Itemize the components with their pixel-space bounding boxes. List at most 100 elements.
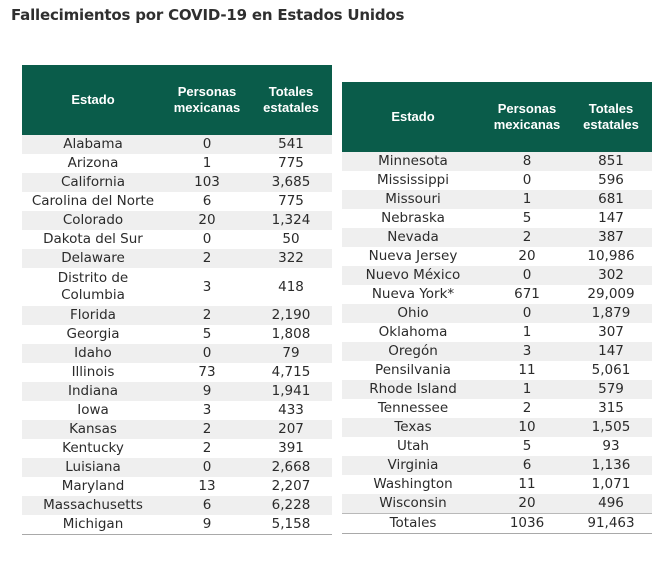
cell-estado: Texas bbox=[342, 418, 484, 437]
table-row: Oklahoma 1 307 bbox=[342, 323, 652, 342]
cell-estado: Minnesota bbox=[342, 152, 484, 171]
page-title: Fallecimientos por COVID-19 en Estados U… bbox=[11, 6, 405, 24]
cell-mexicanas: 1 bbox=[484, 190, 570, 209]
cell-totales: 851 bbox=[570, 152, 652, 171]
table-row: Tennessee 2 315 bbox=[342, 399, 652, 418]
table-row: Nuevo México 0 302 bbox=[342, 266, 652, 285]
table-row: Minnesota 8 851 bbox=[342, 152, 652, 171]
cell-mexicanas: 6 bbox=[164, 192, 250, 211]
cell-totales: 207 bbox=[250, 420, 332, 439]
table-row: Utah 5 93 bbox=[342, 437, 652, 456]
cell-totales: 775 bbox=[250, 192, 332, 211]
cell-totales: 4,715 bbox=[250, 363, 332, 382]
cell-totales: 29,009 bbox=[570, 285, 652, 304]
table-row: Texas 10 1,505 bbox=[342, 418, 652, 437]
cell-totales: 1,324 bbox=[250, 211, 332, 230]
cell-estado: Oklahoma bbox=[342, 323, 484, 342]
cell-estado: Delaware bbox=[22, 249, 164, 268]
table-row: Michigan 9 5,158 bbox=[22, 515, 332, 535]
cell-mexicanas: 20 bbox=[484, 494, 570, 514]
cell-estado: Nuevo México bbox=[342, 266, 484, 285]
cell-estado: Mississippi bbox=[342, 171, 484, 190]
cell-mexicanas: 5 bbox=[164, 325, 250, 344]
cell-mexicanas: 0 bbox=[164, 135, 250, 154]
cell-estado: Virginia bbox=[342, 456, 484, 475]
cell-mexicanas: 6 bbox=[484, 456, 570, 475]
cell-totales: 147 bbox=[570, 342, 652, 361]
table-row: Georgia 5 1,808 bbox=[22, 325, 332, 344]
cell-totales: 418 bbox=[250, 268, 332, 306]
cell-mexicanas: 1 bbox=[164, 154, 250, 173]
cell-estado: Luisiana bbox=[22, 458, 164, 477]
cell-totales: 541 bbox=[250, 135, 332, 154]
cell-mexicanas: 3 bbox=[484, 342, 570, 361]
cell-mexicanas: 8 bbox=[484, 152, 570, 171]
cell-mexicanas: 2 bbox=[484, 228, 570, 247]
table-row: Rhode Island 1 579 bbox=[342, 380, 652, 399]
cell-mexicanas: 0 bbox=[164, 344, 250, 363]
table-row: Carolina del Norte 6 775 bbox=[22, 192, 332, 211]
table-row: Mississippi 0 596 bbox=[342, 171, 652, 190]
header-estado: Estado bbox=[342, 82, 484, 152]
total-mexicanas: 1036 bbox=[484, 513, 570, 534]
total-estado: Totales bbox=[342, 513, 484, 534]
cell-totales: 5,061 bbox=[570, 361, 652, 380]
table-body: Minnesota 8 851 Mississippi 0 596 Missouri 1 681… bbox=[342, 152, 652, 534]
table-row: Ohio 0 1,879 bbox=[342, 304, 652, 323]
cell-totales: 496 bbox=[570, 494, 652, 514]
cell-mexicanas: 103 bbox=[164, 173, 250, 192]
cell-totales: 775 bbox=[250, 154, 332, 173]
cell-totales: 1,808 bbox=[250, 325, 332, 344]
table-row: Alabama 0 541 bbox=[22, 135, 332, 154]
table-row: Virginia 6 1,136 bbox=[342, 456, 652, 475]
table-row: California 103 3,685 bbox=[22, 173, 332, 192]
cell-totales: 2,207 bbox=[250, 477, 332, 496]
cell-estado: Nueva Jersey bbox=[342, 247, 484, 266]
header-label-line2: mexicanas bbox=[173, 100, 241, 115]
cell-totales: 302 bbox=[570, 266, 652, 285]
cell-totales: 1,505 bbox=[570, 418, 652, 437]
cell-mexicanas: 2 bbox=[164, 420, 250, 439]
header-estado-label: Estado bbox=[391, 109, 435, 124]
table-row: Oregón 3 147 bbox=[342, 342, 652, 361]
cell-estado: Georgia bbox=[22, 325, 164, 344]
cell-estado: Utah bbox=[342, 437, 484, 456]
cell-estado: Oregón bbox=[342, 342, 484, 361]
cell-mexicanas: 20 bbox=[484, 247, 570, 266]
cell-estado: Indiana bbox=[22, 382, 164, 401]
header-label-line1: Totales bbox=[268, 84, 314, 99]
table-row: Massachusetts 6 6,228 bbox=[22, 496, 332, 515]
cell-totales: 79 bbox=[250, 344, 332, 363]
table-row: Maryland 13 2,207 bbox=[22, 477, 332, 496]
cell-mexicanas: 2 bbox=[164, 439, 250, 458]
cell-totales: 391 bbox=[250, 439, 332, 458]
cell-mexicanas: 0 bbox=[164, 230, 250, 249]
deaths-table-left: Estado Personas mexicanas Totales estatale… bbox=[22, 65, 332, 535]
cell-estado: Ohio bbox=[342, 304, 484, 323]
table-row: Kentucky 2 391 bbox=[22, 439, 332, 458]
header-label-line1: Personas bbox=[177, 84, 237, 99]
cell-mexicanas: 9 bbox=[164, 382, 250, 401]
table-row: Arizona 1 775 bbox=[22, 154, 332, 173]
cell-mexicanas: 2 bbox=[484, 399, 570, 418]
table-row: Illinois 73 4,715 bbox=[22, 363, 332, 382]
cell-estado: Pensilvania bbox=[342, 361, 484, 380]
cell-estado: Carolina del Norte bbox=[22, 192, 164, 211]
cell-totales: 315 bbox=[570, 399, 652, 418]
cell-estado: Kentucky bbox=[22, 439, 164, 458]
table-row: Idaho 0 79 bbox=[22, 344, 332, 363]
cell-estado: Idaho bbox=[22, 344, 164, 363]
table-row: Pensilvania 11 5,061 bbox=[342, 361, 652, 380]
cell-estado: Maryland bbox=[22, 477, 164, 496]
header-label-line1: Totales bbox=[588, 101, 634, 116]
cell-totales: 1,136 bbox=[570, 456, 652, 475]
cell-totales: 2,668 bbox=[250, 458, 332, 477]
header-label-line1: Personas bbox=[497, 101, 557, 116]
cell-mexicanas: 73 bbox=[164, 363, 250, 382]
cell-mexicanas: 6 bbox=[164, 496, 250, 515]
cell-mexicanas: 5 bbox=[484, 209, 570, 228]
cell-mexicanas: 0 bbox=[484, 266, 570, 285]
cell-mexicanas: 13 bbox=[164, 477, 250, 496]
cell-mexicanas: 20 bbox=[164, 211, 250, 230]
cell-totales: 6,228 bbox=[250, 496, 332, 515]
